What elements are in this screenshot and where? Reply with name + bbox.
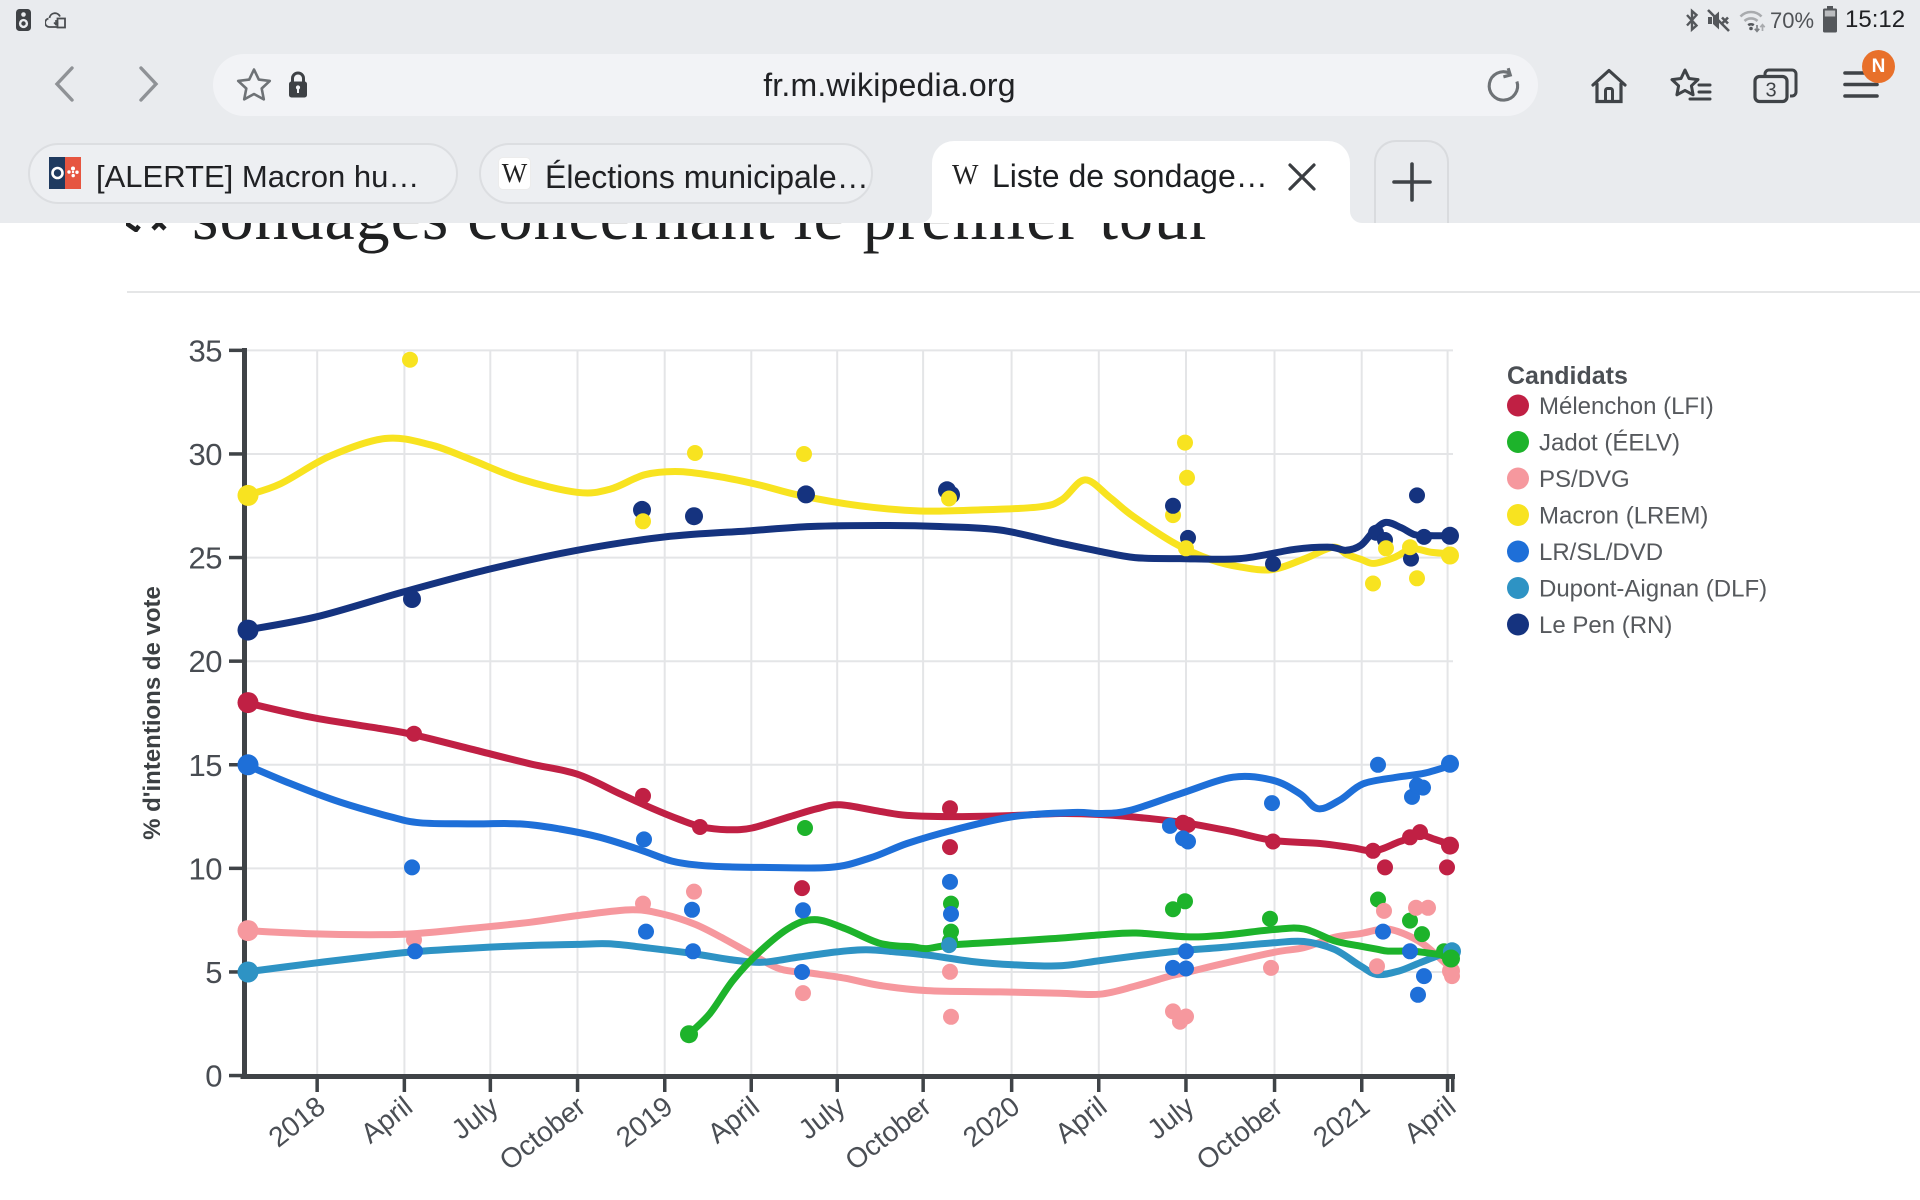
- svg-text:LR/SL/DVD: LR/SL/DVD: [1539, 539, 1663, 566]
- svg-text:15: 15: [189, 748, 222, 783]
- svg-text:October: October: [1191, 1090, 1289, 1176]
- svg-text:5: 5: [205, 955, 222, 990]
- svg-text:Candidats: Candidats: [1507, 362, 1628, 390]
- svg-text:April: April: [1049, 1090, 1112, 1149]
- svg-text:30: 30: [189, 437, 223, 472]
- svg-text:10: 10: [189, 851, 223, 886]
- svg-text:October: October: [839, 1090, 937, 1176]
- svg-text:Macron (LREM): Macron (LREM): [1539, 503, 1708, 530]
- svg-text:2020: 2020: [957, 1090, 1025, 1153]
- svg-text:0: 0: [205, 1059, 222, 1094]
- svg-text:W: W: [952, 160, 979, 191]
- svg-text:2021: 2021: [1307, 1090, 1375, 1153]
- svg-text:3: 3: [1765, 80, 1776, 102]
- svg-text:20: 20: [189, 644, 223, 679]
- svg-text:PS/DVG: PS/DVG: [1539, 466, 1630, 493]
- svg-text:Dupont-Aignan (DLF): Dupont-Aignan (DLF): [1539, 576, 1767, 603]
- svg-text:35: 35: [189, 333, 222, 368]
- svg-text:October: October: [494, 1090, 592, 1176]
- svg-text:April: April: [702, 1090, 765, 1149]
- svg-text:Mélenchon (LFI): Mélenchon (LFI): [1539, 393, 1714, 420]
- svg-text:Jadot (ÉELV): Jadot (ÉELV): [1539, 430, 1680, 457]
- svg-text:July: July: [446, 1090, 504, 1145]
- svg-text:April: April: [1398, 1090, 1461, 1149]
- svg-text:2019: 2019: [610, 1090, 678, 1153]
- svg-text:Le Pen (RN): Le Pen (RN): [1539, 612, 1672, 639]
- svg-text:July: July: [1141, 1090, 1199, 1145]
- svg-text:2018: 2018: [263, 1090, 331, 1153]
- svg-text:% d'intentions de vote: % d'intentions de vote: [139, 586, 166, 840]
- svg-text:April: April: [355, 1090, 418, 1149]
- svg-text:July: July: [793, 1090, 851, 1145]
- svg-text:25: 25: [189, 541, 222, 576]
